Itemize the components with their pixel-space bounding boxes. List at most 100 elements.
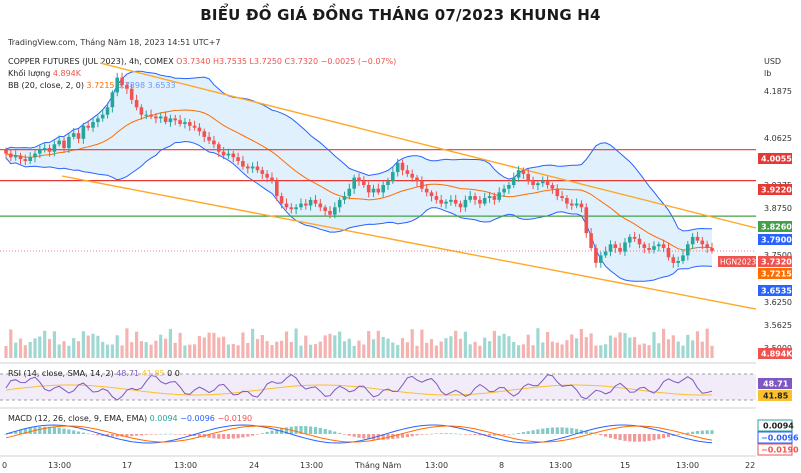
macd-hist-bar [700,430,704,434]
candle-body [255,166,260,171]
macd-hist-bar [570,428,574,434]
macd-hist-bar [468,434,472,435]
volume-bar [633,337,637,358]
macd-hist-bar [439,433,443,434]
macd-value: 0.0094 [150,414,178,423]
volume-bar [231,344,235,358]
volume-bar [135,331,139,358]
macd-hist-bar [705,430,709,434]
volume-bar [280,340,284,358]
macd-hist-bar [323,429,327,434]
candle-body [250,166,255,169]
volume-bar [604,344,608,358]
candle-body [676,261,680,263]
rsi-line [5,373,713,401]
candle-body [9,153,13,158]
candle-body [599,255,603,263]
volume-bar [429,339,434,358]
candle-body [594,248,598,263]
candle-body [545,181,550,185]
macd-hist-bar [168,433,172,435]
tag-volume: 4.894K [761,350,793,359]
volume-bar [705,328,709,358]
bb-lower-line [5,140,713,282]
source-caption: TradingView.com, Tháng Năm 18, 2023 14:5… [8,38,221,47]
volume-bar [328,333,332,358]
volume-bar [188,344,192,358]
volume-bar [575,338,579,358]
macd-hist-bar [381,434,385,440]
tag-bb-lower: 3.6535 [761,287,792,296]
volume-bar [526,334,530,358]
candle-body [570,203,574,206]
rsi-extra-1: 0 [167,369,172,378]
volume-bar [676,341,680,358]
volume-bar [246,343,250,358]
candle-body [700,240,705,245]
candle-body [420,181,424,189]
candle-body [62,140,66,148]
macd-hist-bar [9,432,13,434]
tag-bb-upper: 3.7900 [761,236,792,245]
candle-body [652,246,656,250]
tag-bbu-bg [758,234,792,245]
volume-bar [255,339,260,358]
legend-change: −0.0025 (−0.07%) [321,57,397,66]
volume-bar [405,342,409,358]
candle-body [661,244,666,248]
candle-body [308,199,313,206]
macd-hist-bar [260,433,264,434]
volume-bar [154,340,158,358]
candle-body [560,196,564,198]
candle-body [690,236,695,245]
candle-body [231,153,236,158]
macd-hist-bar [110,434,114,437]
volume-bar [120,345,124,358]
macd-hist-bar [681,433,685,435]
candle-body [100,114,105,119]
macd-hist-bar [623,434,627,441]
legend-bb-lower: 3.6533 [148,81,176,90]
volume-bar [105,344,110,358]
macd-hist-bar [178,434,182,435]
macd-hist-bar [434,433,438,434]
volume-bar [584,337,588,358]
macd-hist-bar [546,428,550,434]
candle-body [391,172,395,182]
macd-hist-bar [420,434,424,435]
volume-bar [52,331,56,358]
macd-hist-bar [86,433,90,435]
macd-hist-bar [294,426,298,434]
candle-body [434,196,439,200]
candle-body [473,196,477,200]
candle-body [328,211,332,215]
macd-hist-bar [686,432,690,434]
y-tick: 4.1875 [764,87,792,96]
legend-bb-label: BB (20, close, 2, 0) [8,81,84,90]
macd-hist-bar [38,426,42,434]
candle-body [4,149,8,154]
macd-hist-bar [647,434,651,441]
volume-bar [666,339,671,358]
y-tick: 3.6250 [764,298,792,307]
tag-symbol: HGN2023 [720,258,756,267]
volume-bar [347,338,351,358]
macd-hist-bar [425,434,429,435]
volume-bar [386,338,390,358]
volume-bar [546,332,550,358]
volume-bar [400,338,405,358]
macd-hist-bar [4,434,8,435]
volume-bar [173,342,177,358]
volume-bar [608,335,613,358]
legend-open: O3.7340 [176,57,210,66]
macd-hist-bar [710,430,714,434]
volume-bar [270,345,274,358]
legend-volume-value: 4.894K [53,69,82,78]
candle-body [173,118,177,121]
volume-bars [4,328,714,358]
volume-bar [81,331,85,358]
macd-hist-bar [251,434,255,436]
tag-basis-bg [758,268,792,279]
candle-body [507,185,511,189]
